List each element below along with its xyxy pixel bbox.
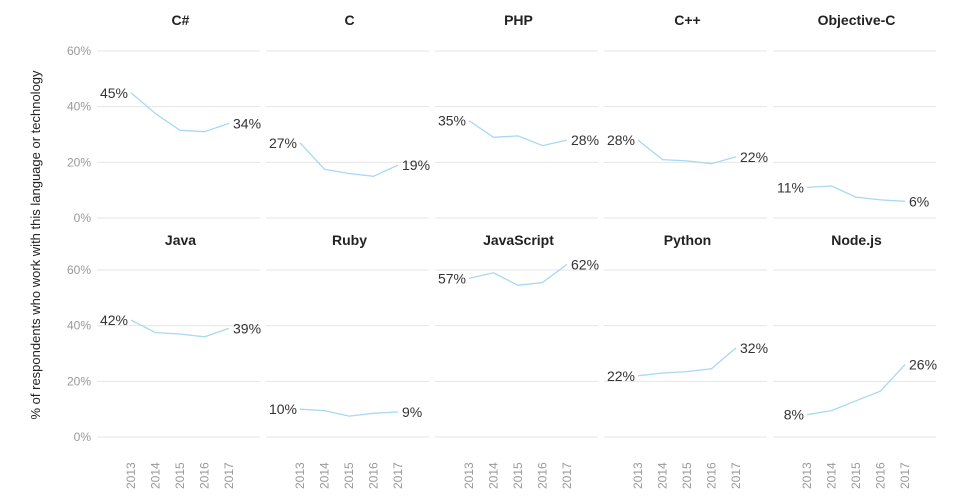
x-tick-label: 2013 bbox=[462, 462, 476, 489]
panel-c-: C# 0% 20% 40% 60% 45% 34% bbox=[67, 12, 261, 225]
series-line bbox=[130, 319, 230, 338]
data-label-last: 32% bbox=[740, 340, 768, 356]
data-label-first: 42% bbox=[100, 312, 128, 328]
panel-c: C 27% 19% bbox=[266, 12, 430, 219]
y-tick-label: 0% bbox=[74, 211, 92, 225]
data-label-first: 57% bbox=[438, 270, 466, 286]
x-tick-label: 2013 bbox=[800, 462, 814, 489]
x-tick-label: 2014 bbox=[825, 462, 839, 489]
x-tick-label: 2017 bbox=[222, 462, 236, 489]
x-tick-label: 2016 bbox=[367, 462, 381, 489]
x-tick-label: 2017 bbox=[729, 462, 743, 489]
series-line bbox=[806, 364, 906, 416]
y-tick-label: 60% bbox=[67, 263, 91, 277]
x-tick-label: 2015 bbox=[511, 462, 525, 489]
series-line bbox=[130, 92, 230, 133]
panel-title: PHP bbox=[504, 12, 533, 28]
panel-java: Java 0% 20% 40% 60% 42% 39% 2013 2014 2015 2016 201… bbox=[67, 232, 261, 489]
panel-title: Java bbox=[165, 232, 196, 248]
data-label-first: 28% bbox=[607, 132, 635, 148]
x-tick-label: 2014 bbox=[149, 462, 163, 489]
data-label-last: 26% bbox=[909, 357, 937, 373]
y-tick-label: 60% bbox=[67, 44, 91, 58]
panel-title: Ruby bbox=[332, 232, 367, 248]
y-tick-label: 0% bbox=[74, 430, 92, 444]
series-line bbox=[637, 139, 737, 165]
series-line bbox=[299, 408, 399, 417]
panel-php: PHP 35% 28% bbox=[435, 12, 599, 219]
x-tick-label: 2016 bbox=[536, 462, 550, 489]
x-tick-label: 2015 bbox=[342, 462, 356, 489]
panel-objective-c: Objective-C 11% 6% bbox=[773, 12, 936, 219]
x-tick-label: 2016 bbox=[198, 462, 212, 489]
y-tick-label: 40% bbox=[67, 319, 91, 333]
x-tick-label: 2013 bbox=[124, 462, 138, 489]
series-line bbox=[468, 120, 568, 147]
data-label-last: 34% bbox=[233, 115, 261, 131]
panel-title: Node.js bbox=[831, 232, 882, 248]
data-label-first: 45% bbox=[100, 85, 128, 101]
x-tick-label: 2015 bbox=[680, 462, 694, 489]
series-line bbox=[637, 347, 737, 377]
x-tick-label: 2013 bbox=[631, 462, 645, 489]
panel-python: Python 22% 32% 2013 2014 2015 2016 2017 bbox=[604, 232, 768, 489]
panel-title: JavaScript bbox=[483, 232, 554, 248]
y-axis-title: % of respondents who work with this lang… bbox=[28, 70, 43, 420]
y-tick-label: 20% bbox=[67, 374, 91, 388]
series-line bbox=[468, 263, 568, 286]
panel-ruby: Ruby 10% 9% 2013 2014 2015 2016 2017 bbox=[266, 232, 429, 489]
data-label-last: 9% bbox=[402, 404, 422, 420]
data-label-first: 22% bbox=[607, 368, 635, 384]
x-tick-label: 2017 bbox=[391, 462, 405, 489]
data-label-first: 8% bbox=[784, 407, 804, 423]
chart-panels: C# 0% 20% 40% 60% 45% 34% C 27% 19% PHP 35% 28% C++ 28… bbox=[67, 12, 937, 489]
data-label-last: 39% bbox=[233, 320, 261, 336]
x-tick-label: 2014 bbox=[318, 462, 332, 489]
panel-title: Objective-C bbox=[818, 12, 896, 28]
x-tick-label: 2015 bbox=[849, 462, 863, 489]
panel-title: C bbox=[344, 12, 354, 28]
x-tick-label: 2015 bbox=[173, 462, 187, 489]
panel-c-: C++ 28% 22% bbox=[604, 12, 768, 219]
x-tick-label: 2016 bbox=[874, 462, 888, 489]
data-label-first: 35% bbox=[438, 113, 466, 129]
panel-title: Python bbox=[664, 232, 711, 248]
y-tick-label: 40% bbox=[67, 100, 91, 114]
series-line bbox=[806, 185, 906, 202]
x-tick-label: 2017 bbox=[560, 462, 574, 489]
data-label-first: 27% bbox=[269, 135, 297, 151]
panel-title: C++ bbox=[674, 12, 700, 28]
data-label-last: 19% bbox=[402, 157, 430, 173]
data-label-last: 6% bbox=[909, 193, 929, 209]
panel-javascript: JavaScript 57% 62% 2013 2014 2015 2016 2017 bbox=[435, 232, 599, 489]
data-label-first: 10% bbox=[269, 401, 297, 417]
series-line bbox=[299, 142, 399, 177]
y-tick-label: 20% bbox=[67, 155, 91, 169]
x-tick-label: 2013 bbox=[293, 462, 307, 489]
x-tick-label: 2014 bbox=[487, 462, 501, 489]
x-tick-label: 2016 bbox=[705, 462, 719, 489]
data-label-last: 22% bbox=[740, 149, 768, 165]
panel-title: C# bbox=[172, 12, 190, 28]
data-label-last: 28% bbox=[571, 132, 599, 148]
data-label-first: 11% bbox=[777, 179, 804, 195]
x-tick-label: 2014 bbox=[656, 462, 670, 489]
x-tick-label: 2017 bbox=[898, 462, 912, 489]
panel-node-js: Node.js 8% 26% 2013 2014 2015 2016 2017 bbox=[773, 232, 937, 489]
data-label-last: 62% bbox=[571, 256, 599, 272]
